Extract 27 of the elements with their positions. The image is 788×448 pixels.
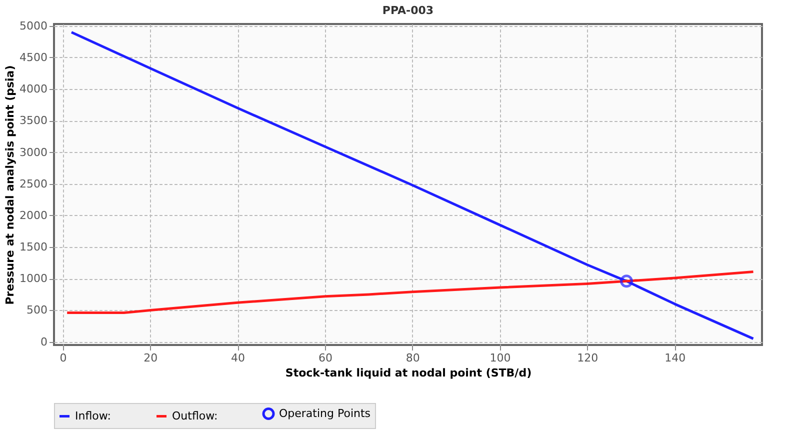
chart-title: PPA-003 <box>382 4 434 17</box>
y-tick-label: 3500 <box>20 114 48 128</box>
y-tick-label: 1500 <box>20 240 48 254</box>
y-tick-label: 4500 <box>20 50 48 64</box>
y-tick-label: 2500 <box>20 177 48 190</box>
legend-label: Inflow: <box>75 409 111 422</box>
y-tick-label: 4000 <box>20 82 48 96</box>
line-series <box>66 270 755 314</box>
legend-label: Operating Points <box>279 406 371 420</box>
x-tick-label: 140 <box>664 352 686 364</box>
legend-label: Outflow: <box>172 409 218 422</box>
x-tick-label: 100 <box>490 352 511 364</box>
y-tick-label: 5000 <box>20 19 48 32</box>
y-tick-label: 3000 <box>20 146 48 159</box>
y-tick-label: 2000 <box>20 208 48 222</box>
x-tick-label: 60 <box>318 352 332 364</box>
x-tick-label: 80 <box>406 352 420 364</box>
y-tick-label: 1000 <box>20 272 48 286</box>
x-tick-label: 120 <box>577 352 598 364</box>
y-tick-label: 500 <box>26 304 48 317</box>
y-axis-title: Pressure at nodal analysis point (psia) <box>4 65 17 305</box>
x-tick-label: 20 <box>144 352 158 364</box>
x-tick-label: 0 <box>60 352 67 364</box>
y-tick-label: 0 <box>40 335 48 348</box>
line-series <box>70 30 755 340</box>
x-axis-title: Stock-tank liquid at nodal point (STB/d) <box>285 366 532 380</box>
x-tick-label: 40 <box>231 352 246 364</box>
